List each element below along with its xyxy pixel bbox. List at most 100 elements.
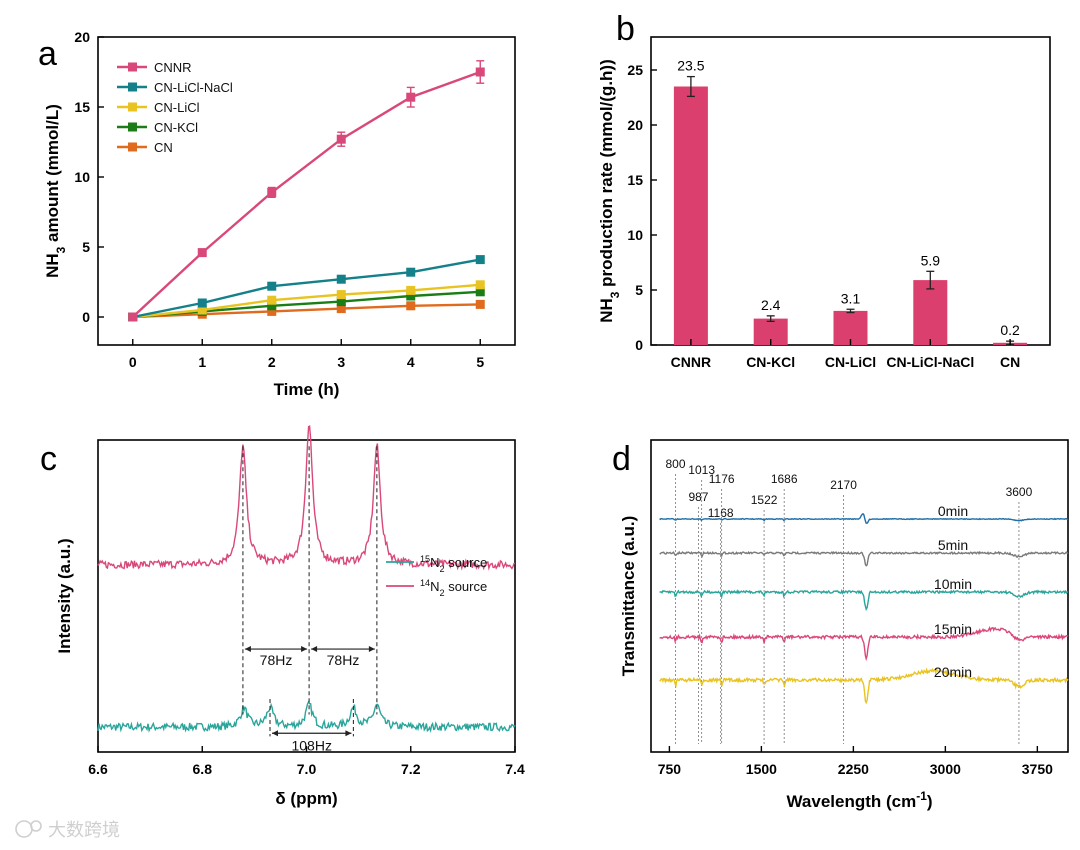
annotation-label-c: 78Hz <box>327 652 360 668</box>
arrow-head-c <box>301 646 308 653</box>
y-axis-title-b-part: NH <box>597 298 616 323</box>
x-tick-label-d: 2250 <box>838 761 869 777</box>
y-axis-title-a-part: 3 <box>54 246 68 253</box>
series-label-d: 20min <box>934 664 972 680</box>
legend-marker-a <box>128 142 137 152</box>
legend-label-c-part: 14 <box>420 578 430 588</box>
x-axis-title-d-part: Wavelength (cm <box>787 792 917 811</box>
data-point-a <box>406 92 416 102</box>
legend-label-a: CNNR <box>154 60 192 75</box>
series-label-d: 15min <box>934 621 972 637</box>
y-axis-title-a-part: NH <box>43 253 62 278</box>
x-axis-title-a: Time (h) <box>274 380 340 399</box>
x-axis-title-c-part: (ppm) <box>286 789 338 808</box>
reference-label-d: 1176 <box>709 472 735 486</box>
data-point-a <box>475 280 485 290</box>
watermark-logo-icon <box>30 820 42 832</box>
x-tick-label-d: 750 <box>658 761 682 777</box>
arrow-head-c <box>368 646 375 653</box>
spectrum-line-d <box>659 667 1069 705</box>
legend-label-c: 14N2 source <box>420 578 487 598</box>
arrow-head-c <box>272 730 279 737</box>
data-point-a <box>336 297 346 307</box>
series-label-d: 10min <box>934 576 972 592</box>
plot-frame-a <box>97 36 516 346</box>
data-point-a <box>336 134 346 144</box>
legend-label-a: CN <box>154 140 173 155</box>
x-axis-title-c-part: δ <box>275 789 285 808</box>
y-axis-title-a: NH3 amount (mmol/L) <box>43 104 68 278</box>
reference-label-d: 1013 <box>688 463 715 477</box>
spectrum-line-c <box>97 700 516 734</box>
data-point-a <box>128 312 138 322</box>
arrow-head-c <box>311 646 318 653</box>
y-axis-title-b-part: production rate (mmol/(g.h)) <box>597 59 616 291</box>
panel-label-b: b <box>616 10 635 48</box>
data-point-a <box>267 306 277 316</box>
watermark-text: 大数跨境 <box>48 820 120 841</box>
legend-label-c-part: 2 <box>440 588 445 598</box>
data-point-a <box>267 187 277 197</box>
reference-label-d: 800 <box>666 457 686 471</box>
legend-label-a: CN-LiCl-NaCl <box>154 80 233 95</box>
spectrum-line-d <box>659 512 1069 524</box>
y-tick-label-a: 10 <box>74 169 90 185</box>
annotation-label-c: 78Hz <box>260 652 293 668</box>
x-tick-label-a: 2 <box>268 354 276 370</box>
value-label-b: 0.2 <box>1000 322 1020 338</box>
y-tick-label-a: 15 <box>74 99 90 115</box>
data-point-a <box>197 298 207 308</box>
legend-marker-a <box>128 122 137 132</box>
data-point-a <box>475 255 485 265</box>
legend-marker-a <box>128 82 137 92</box>
x-tick-label-c: 7.2 <box>401 761 421 777</box>
value-label-b: 2.4 <box>761 297 781 313</box>
data-point-a <box>267 295 277 305</box>
y-tick-label-b: 25 <box>627 62 643 78</box>
x-axis-title-d: Wavelength (cm-1) <box>787 789 933 811</box>
panel-label-c: c <box>40 440 57 478</box>
category-label-b: CN-LiCl <box>825 354 876 370</box>
y-axis-title-d: Transmittance (a.u.) <box>619 516 638 677</box>
y-tick-label-b: 0 <box>635 337 643 353</box>
y-tick-label-b: 5 <box>635 282 643 298</box>
y-tick-label-b: 20 <box>627 117 643 133</box>
x-axis-title-c: δ (ppm) <box>275 789 337 808</box>
spectrum-line-d <box>659 588 1069 612</box>
category-label-b: CNNR <box>671 354 711 370</box>
y-tick-label-a: 0 <box>82 309 90 325</box>
y-axis-title-b: NH3 production rate (mmol/(g.h)) <box>597 59 622 323</box>
legend-label-c: 15N2 source <box>420 554 487 574</box>
spectrum-line-d <box>659 550 1069 567</box>
series-label-d: 0min <box>938 503 968 519</box>
x-tick-label-a: 4 <box>407 354 415 370</box>
x-axis-title-d-part: ) <box>927 792 933 811</box>
value-label-b: 5.9 <box>921 252 941 268</box>
x-tick-label-d: 3750 <box>1022 761 1053 777</box>
series-line-a <box>131 70 481 318</box>
spectrum-line-d <box>659 625 1069 662</box>
data-point-a <box>475 299 485 309</box>
data-point-a <box>197 248 207 258</box>
reference-label-d: 1168 <box>708 506 734 520</box>
category-label-b: CN-KCl <box>746 354 795 370</box>
legend-label-a: CN-LiCl <box>154 100 200 115</box>
category-label-b: CN-LiCl-NaCl <box>886 354 974 370</box>
panel-label-a: a <box>38 35 57 73</box>
series-line-a <box>132 283 481 319</box>
x-tick-label-d: 1500 <box>746 761 777 777</box>
y-axis-title-a-part: amount (mmol/L) <box>43 104 62 247</box>
legend-label-c-part: source <box>445 579 488 594</box>
plot-frame-d <box>650 439 1069 753</box>
y-tick-label-a: 5 <box>82 239 90 255</box>
legend-label-c-part: 2 <box>440 564 445 574</box>
data-point-a <box>406 301 416 311</box>
reference-label-d: 1522 <box>751 493 778 507</box>
category-label-b: CN <box>1000 354 1020 370</box>
bar-b <box>673 86 708 345</box>
value-label-b: 23.5 <box>677 58 704 74</box>
reference-label-d: 3600 <box>1006 485 1033 499</box>
reference-label-d: 2170 <box>830 478 857 492</box>
panel-label-d: d <box>612 440 631 478</box>
